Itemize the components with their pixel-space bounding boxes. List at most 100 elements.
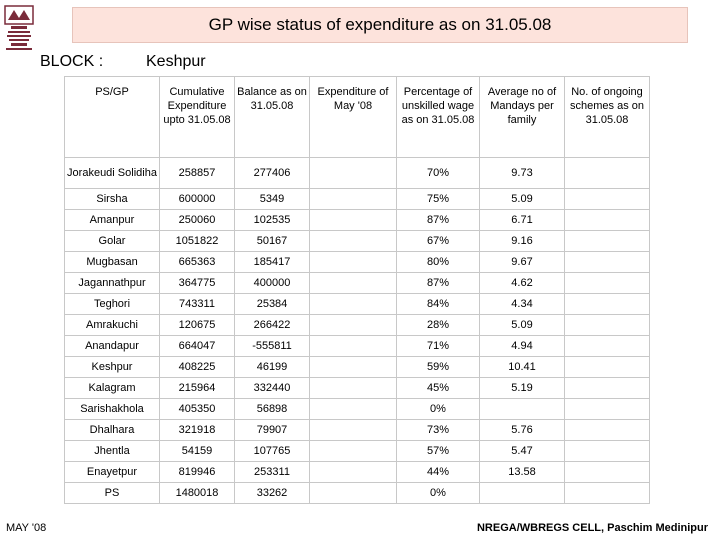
percentage-cell: 73% [396, 419, 480, 441]
balance-cell: -555811 [234, 335, 310, 357]
gp-name-cell: Amanpur [64, 209, 160, 231]
may-expenditure-cell [309, 482, 397, 504]
balance-cell: 107765 [234, 440, 310, 462]
may-expenditure-cell [309, 251, 397, 273]
average-mandays-cell: 4.94 [479, 335, 565, 357]
may-expenditure-cell [309, 356, 397, 378]
header-ps-gp: PS/GP [64, 76, 160, 158]
may-expenditure-cell [309, 157, 397, 189]
may-expenditure-cell [309, 398, 397, 420]
header-ongoing-schemes: No. of ongoing schemes as on 31.05.08 [564, 76, 650, 158]
balance-cell: 102535 [234, 209, 310, 231]
cumulative-cell: 405350 [159, 398, 235, 420]
cumulative-cell: 600000 [159, 188, 235, 210]
table-row: Golar 1051822 50167 67% 9.16 [64, 230, 650, 252]
table-row: Amanpur 250060 102535 87% 6.71 [64, 209, 650, 231]
may-expenditure-cell [309, 440, 397, 462]
gp-name-cell: Golar [64, 230, 160, 252]
may-expenditure-cell [309, 293, 397, 315]
gp-name-cell: Sirsha [64, 188, 160, 210]
gp-name-cell: Teghori [64, 293, 160, 315]
may-expenditure-cell [309, 188, 397, 210]
cumulative-cell: 54159 [159, 440, 235, 462]
balance-cell: 25384 [234, 293, 310, 315]
balance-cell: 185417 [234, 251, 310, 273]
may-expenditure-cell [309, 230, 397, 252]
average-mandays-cell: 13.58 [479, 461, 565, 483]
balance-cell: 33262 [234, 482, 310, 504]
cumulative-cell: 819946 [159, 461, 235, 483]
balance-cell: 79907 [234, 419, 310, 441]
table-row: Kalagram 215964 332440 45% 5.19 [64, 377, 650, 399]
percentage-cell: 80% [396, 251, 480, 273]
gp-name-cell: PS [64, 482, 160, 504]
table-row: Enayetpur 819946 253311 44% 13.58 [64, 461, 650, 483]
may-expenditure-cell [309, 419, 397, 441]
cumulative-cell: 665363 [159, 251, 235, 273]
expenditure-table: PS/GP Cumulative Expenditure upto 31.05.… [64, 76, 650, 504]
ongoing-schemes-cell [564, 398, 650, 420]
percentage-cell: 0% [396, 398, 480, 420]
cumulative-cell: 321918 [159, 419, 235, 441]
footer-date: MAY '08 [6, 522, 47, 534]
table-row: Teghori 743311 25384 84% 4.34 [64, 293, 650, 315]
may-expenditure-cell [309, 461, 397, 483]
ongoing-schemes-cell [564, 335, 650, 357]
percentage-cell: 57% [396, 440, 480, 462]
block-value: Keshpur [146, 53, 206, 70]
average-mandays-cell: 9.67 [479, 251, 565, 273]
percentage-cell: 70% [396, 157, 480, 189]
may-expenditure-cell [309, 377, 397, 399]
percentage-cell: 84% [396, 293, 480, 315]
ongoing-schemes-cell [564, 377, 650, 399]
cumulative-cell: 664047 [159, 335, 235, 357]
table-row: Jagannathpur 364775 400000 87% 4.62 [64, 272, 650, 294]
cumulative-cell: 215964 [159, 377, 235, 399]
gp-name-cell: Amrakuchi [64, 314, 160, 336]
average-mandays-cell: 5.19 [479, 377, 565, 399]
cumulative-cell: 364775 [159, 272, 235, 294]
gp-name-cell: Sarishakhola [64, 398, 160, 420]
ongoing-schemes-cell [564, 188, 650, 210]
balance-cell: 266422 [234, 314, 310, 336]
table-row: Dhalhara 321918 79907 73% 5.76 [64, 419, 650, 441]
balance-cell: 253311 [234, 461, 310, 483]
percentage-cell: 75% [396, 188, 480, 210]
table-header-row: PS/GP Cumulative Expenditure upto 31.05.… [64, 76, 650, 158]
ongoing-schemes-cell [564, 293, 650, 315]
ongoing-schemes-cell [564, 272, 650, 294]
balance-cell: 332440 [234, 377, 310, 399]
average-mandays-cell: 6.71 [479, 209, 565, 231]
cumulative-cell: 408225 [159, 356, 235, 378]
gp-name-cell: Mugbasan [64, 251, 160, 273]
average-mandays-cell [479, 398, 565, 420]
ongoing-schemes-cell [564, 461, 650, 483]
ongoing-schemes-cell [564, 157, 650, 189]
may-expenditure-cell [309, 314, 397, 336]
average-mandays-cell: 5.09 [479, 314, 565, 336]
average-mandays-cell: 9.16 [479, 230, 565, 252]
balance-cell: 50167 [234, 230, 310, 252]
gp-name-cell: Kalagram [64, 377, 160, 399]
header-average-mandays: Average no of Mandays per family [479, 76, 565, 158]
average-mandays-cell: 5.47 [479, 440, 565, 462]
table-row: PS 1480018 33262 0% [64, 482, 650, 504]
ongoing-schemes-cell [564, 440, 650, 462]
page-title: GP wise status of expenditure as on 31.0… [72, 7, 688, 43]
table-row: Mugbasan 665363 185417 80% 9.67 [64, 251, 650, 273]
header-cumulative: Cumulative Expenditure upto 31.05.08 [159, 76, 235, 158]
gp-name-cell: Jhentla [64, 440, 160, 462]
cumulative-cell: 1480018 [159, 482, 235, 504]
header-percentage: Percentage of unskilled wage as on 31.05… [396, 76, 480, 158]
average-mandays-cell: 5.76 [479, 419, 565, 441]
ongoing-schemes-cell [564, 209, 650, 231]
percentage-cell: 59% [396, 356, 480, 378]
percentage-cell: 44% [396, 461, 480, 483]
table-row: Sirsha 600000 5349 75% 5.09 [64, 188, 650, 210]
ongoing-schemes-cell [564, 419, 650, 441]
cumulative-cell: 743311 [159, 293, 235, 315]
balance-cell: 5349 [234, 188, 310, 210]
table-row: Keshpur 408225 46199 59% 10.41 [64, 356, 650, 378]
ongoing-schemes-cell [564, 251, 650, 273]
may-expenditure-cell [309, 209, 397, 231]
